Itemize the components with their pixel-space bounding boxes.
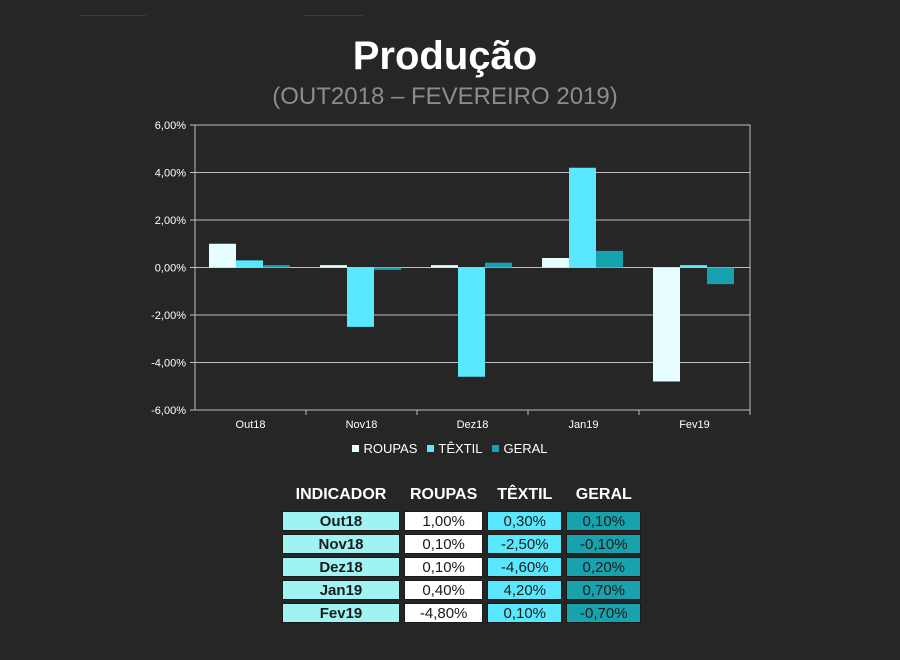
y-tick-label: -4,00% — [151, 358, 186, 370]
cell-textil: 4,20% — [487, 580, 563, 600]
cell-geral: 0,70% — [566, 580, 642, 600]
chart-title: Produção — [352, 34, 538, 78]
bar-chart: 6,00% 4,00% 2,00% 0,00% -2,00% -4,00% -6,00% Ou… — [151, 120, 751, 431]
cell-textil: 0,10% — [487, 603, 563, 623]
cell-textil: -4,60% — [487, 557, 563, 577]
y-tick-label: 6,00% — [155, 120, 186, 132]
bar — [236, 260, 263, 268]
bar — [431, 265, 458, 268]
table-row: Fev19 -4,80% 0,10% -0,70% — [282, 603, 642, 623]
bar — [347, 267, 374, 327]
y-tick-label: -6,00% — [151, 405, 186, 417]
x-tick-label: Jan19 — [569, 419, 599, 431]
bar — [596, 250, 623, 268]
y-tick-label: -2,00% — [151, 310, 186, 322]
legend-swatch — [427, 445, 435, 452]
cell-indicator: Jan19 — [282, 580, 400, 600]
legend-label: TÊXTIL — [438, 441, 483, 456]
table-row: Nov18 0,10% -2,50% -0,10% — [282, 534, 642, 554]
y-tick-label: 2,00% — [155, 215, 186, 227]
cell-geral: -0,10% — [566, 534, 642, 554]
decorative-line — [303, 15, 363, 16]
header-textil: TÊXTIL — [497, 486, 553, 503]
chart-subtitle: (OUT2018 – FEVEREIRO 2019) — [272, 83, 618, 110]
data-table: INDICADOR ROUPAS TÊXTIL GERAL Out18 1,00… — [278, 481, 645, 626]
bar — [263, 265, 290, 268]
x-tick-label: Fev19 — [679, 419, 710, 431]
bar — [458, 267, 485, 377]
bar — [569, 167, 596, 268]
header-indicador: INDICADOR — [295, 486, 387, 503]
legend-label: ROUPAS — [363, 441, 418, 456]
cell-indicator: Dez18 — [282, 557, 400, 577]
decorative-line — [80, 15, 146, 16]
table-row: Out18 1,00% 0,30% 0,10% — [282, 511, 642, 531]
cell-geral: -0,70% — [566, 603, 642, 623]
legend-swatch — [492, 445, 500, 452]
y-tick-label: 4,00% — [155, 168, 186, 180]
bar — [374, 267, 401, 270]
bar — [653, 267, 680, 382]
cell-indicator: Out18 — [282, 511, 400, 531]
bar — [209, 243, 236, 268]
x-tick-label: Dez18 — [457, 419, 489, 431]
table-header-row: INDICADOR ROUPAS TÊXTIL GERAL — [282, 484, 641, 508]
x-tick-label: Nov18 — [346, 419, 378, 431]
cell-geral: 0,20% — [566, 557, 642, 577]
cell-indicator: Fev19 — [282, 603, 400, 623]
cell-textil: -2,50% — [487, 534, 563, 554]
y-tick-label: 0,00% — [155, 263, 186, 275]
legend-item: TÊXTIL — [427, 441, 482, 456]
legend-swatch — [352, 445, 360, 452]
cell-roupas: 0,10% — [404, 557, 484, 577]
table-row: Dez18 0,10% -4,60% 0,20% — [282, 557, 642, 577]
x-tick-label: Out18 — [236, 419, 266, 431]
bar — [707, 267, 734, 285]
cell-roupas: 0,40% — [404, 580, 484, 600]
cell-indicator: Nov18 — [282, 534, 400, 554]
cell-geral: 0,10% — [566, 511, 642, 531]
legend-item: ROUPAS — [352, 441, 417, 456]
bar — [320, 265, 347, 268]
header-roupas: ROUPAS — [410, 486, 478, 503]
cell-textil: 0,30% — [487, 511, 563, 531]
cell-roupas: 1,00% — [404, 511, 484, 531]
header-geral: GERAL — [575, 486, 632, 503]
bar — [680, 265, 707, 268]
bar — [485, 262, 512, 268]
bar — [542, 258, 569, 268]
cell-roupas: -4,80% — [404, 603, 484, 623]
cell-roupas: 0,10% — [404, 534, 484, 554]
legend-label: GERAL — [503, 441, 548, 456]
table-row: Jan19 0,40% 4,20% 0,70% — [282, 580, 642, 600]
chart-legend: ROUPAS TÊXTIL GERAL — [0, 441, 900, 456]
legend-item: GERAL — [492, 441, 548, 456]
